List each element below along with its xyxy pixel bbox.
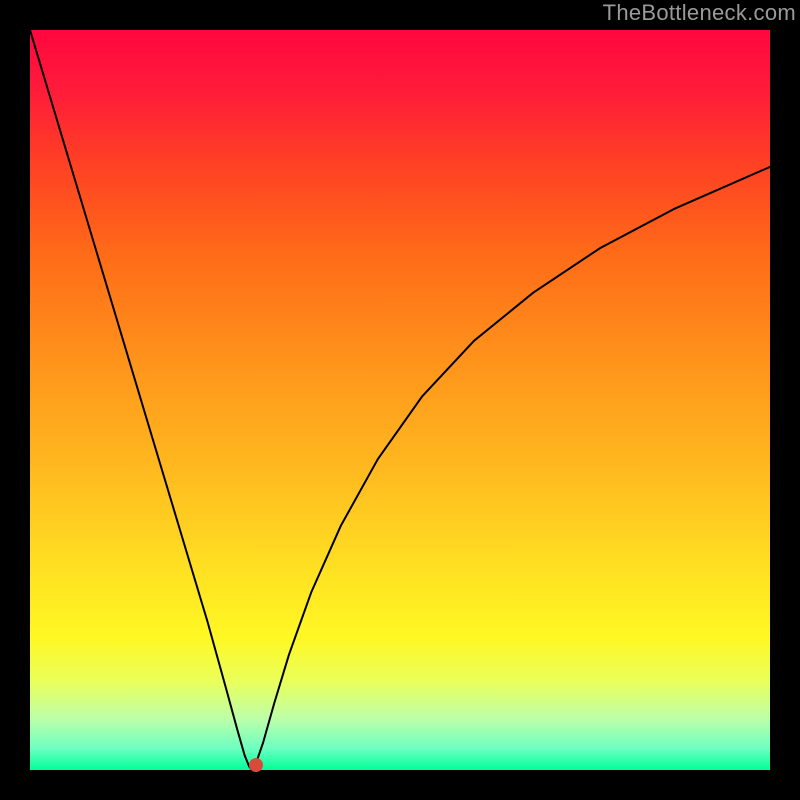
watermark-text: TheBottleneck.com: [603, 0, 800, 26]
minimum-marker: [249, 758, 263, 772]
bottleneck-curve: [30, 30, 770, 770]
plot-area: [30, 30, 770, 770]
chart-container: TheBottleneck.com: [0, 0, 800, 800]
